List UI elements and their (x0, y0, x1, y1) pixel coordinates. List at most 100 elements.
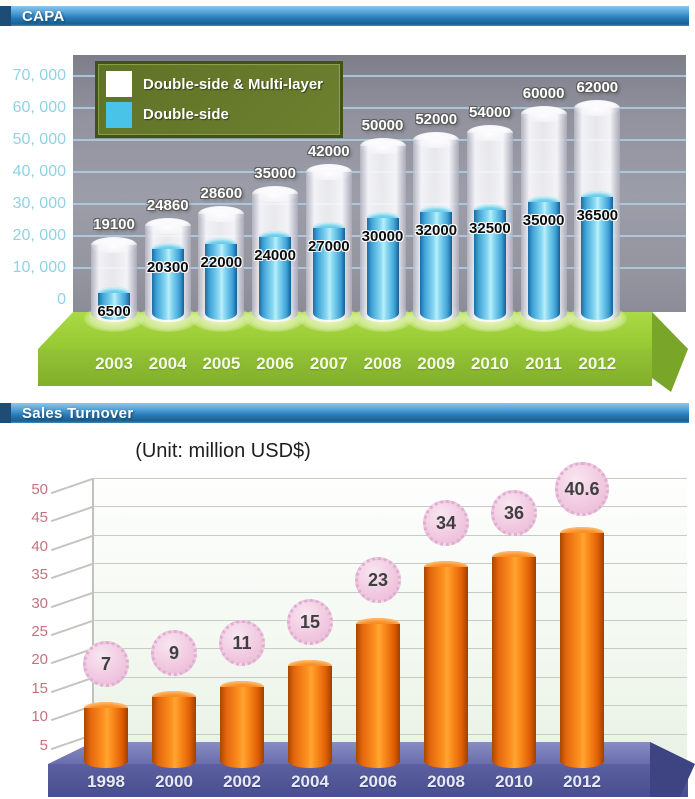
sales-axis-tick (50, 534, 94, 551)
sales-gridline (93, 478, 687, 479)
cylinder-body (527, 202, 560, 320)
capa-y-tick-label: 70, 000 (12, 67, 66, 84)
sales-y-tick-label: 25 (31, 623, 48, 640)
sales-y-tick-label: 40 (31, 537, 48, 555)
cylinder-double-side (366, 212, 399, 320)
sales-year-label: 2002 (223, 772, 261, 791)
sales-platform-front (48, 764, 688, 797)
capa-y-tick-label: 40, 000 (12, 163, 66, 180)
header-notch (0, 6, 11, 26)
capa-year-label: 2004 (148, 354, 187, 373)
capa-y-tick-label: 10, 000 (12, 259, 66, 276)
legend-item: Double-side & Multi-layer (106, 71, 332, 98)
sales-year-label: 2004 (291, 772, 329, 791)
bar-value-label-total: 19100 (93, 216, 135, 233)
legend-swatch-double-side-multi-layer (106, 71, 132, 98)
sales-axis-tick (50, 619, 94, 637)
legend-label: Double-side & Multi-layer (143, 75, 324, 93)
cylinder-double-side (527, 196, 560, 320)
sales-bar (492, 551, 536, 768)
bar-value-label-double-side: 24000 (254, 247, 296, 264)
cylinder-body (151, 249, 184, 320)
sales-value-badge: 40.6 (555, 462, 609, 516)
bar-value-label-total: 50000 (361, 117, 404, 134)
sales-year-label: 2000 (155, 772, 193, 791)
cylinder-body (420, 212, 453, 320)
bar-value-label-double-side: 32000 (415, 222, 458, 239)
capa-floor-front (38, 349, 652, 386)
sales-bar (152, 691, 196, 768)
capa-year-label: 2012 (578, 354, 617, 373)
legend-label: Double-side (143, 106, 229, 124)
capa-year-label: 2007 (309, 354, 348, 373)
sales-value-badge: 9 (151, 630, 197, 676)
capa-y-tick-label: 20, 000 (12, 227, 66, 244)
sales-year-label: 2010 (495, 772, 533, 791)
cylinder-body (220, 687, 264, 768)
sales-year-label: 2012 (563, 772, 601, 791)
capa-title: CAPA (22, 7, 65, 25)
bar-value-label-total: 54000 (469, 104, 511, 121)
cylinder-body (366, 218, 399, 320)
sales-y-tick-label: 50 (31, 481, 48, 498)
sales-y-tick-label: 45 (31, 509, 48, 527)
cylinder-double-side (581, 191, 614, 320)
capa-y-tick-label: 60, 000 (12, 99, 66, 116)
sales-value-badge: 34 (423, 500, 469, 546)
capa-gridline (73, 75, 686, 77)
sales-axis-tick (50, 477, 94, 495)
sales-gridline (93, 506, 687, 508)
cylinder-body (473, 210, 506, 320)
cylinder-body (152, 697, 196, 768)
sales-y-tick-label: 30 (31, 594, 48, 612)
capa-year-label: 2003 (95, 354, 133, 373)
sales-bar (356, 618, 400, 768)
cylinder-body (492, 557, 536, 768)
cylinder-double-side (473, 204, 506, 320)
sales-axis-tick (50, 563, 94, 580)
bar-value-label-double-side: 27000 (307, 238, 350, 255)
capa-year-label: 2009 (417, 354, 456, 373)
sales-value-badge: 15 (287, 599, 333, 645)
bar-value-label-total: 24860 (146, 197, 189, 214)
cylinder-double-side (98, 287, 130, 320)
cylinder-body (312, 228, 345, 320)
header-notch (0, 403, 11, 423)
capa-year-label: 2008 (363, 354, 402, 373)
cylinder-double-side (151, 243, 184, 320)
bar-value-label-total: 35000 (254, 165, 296, 182)
cylinder-double-side (205, 238, 238, 320)
bar-value-label-total: 62000 (576, 79, 619, 96)
sales-y-tick-label: 5 (39, 736, 48, 754)
bar-value-label-total: 28600 (200, 185, 243, 202)
cylinder-body (205, 244, 238, 320)
sales-bar (220, 681, 264, 768)
bar-value-label-double-side: 20300 (146, 259, 189, 276)
sales-y-tick-label: 35 (31, 566, 48, 584)
bar-value-label-double-side: 6500 (97, 303, 131, 320)
sales-bar (84, 702, 128, 768)
sales-axis-tick (50, 506, 94, 523)
cylinder-body (581, 197, 614, 320)
sales-bar (560, 527, 604, 768)
cylinder-body (84, 708, 128, 768)
bar-value-label-total: 60000 (522, 85, 565, 102)
capa-y-tick-label: 30, 000 (12, 195, 66, 212)
sales-gridline (93, 534, 687, 536)
capa-legend: Double-side & Multi-layer Double-side (95, 61, 343, 138)
capa-header-bar: CAPA (0, 6, 689, 26)
legend-swatch-double-side (106, 101, 132, 128)
sales-axis-tick (50, 591, 94, 608)
bar-value-label-total: 52000 (415, 111, 458, 128)
sales-header-bar: Sales Turnover (0, 403, 689, 423)
sales-bar (424, 561, 468, 768)
sales-y-tick-label: 20 (31, 651, 48, 669)
bar-value-label-double-side: 22000 (200, 254, 243, 271)
cylinder-body (424, 567, 468, 768)
sales-title: Sales Turnover (22, 404, 134, 422)
cylinder-body (259, 237, 292, 320)
cylinder-double-side (259, 231, 292, 320)
cylinder-body (560, 533, 604, 768)
